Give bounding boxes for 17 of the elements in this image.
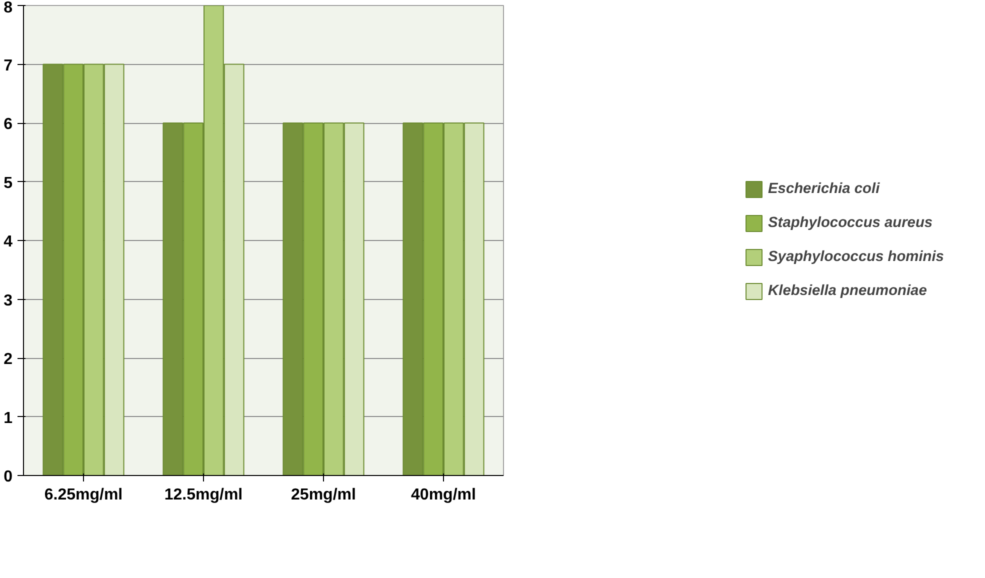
y-tick-label: 4 (4, 234, 13, 250)
x-tick-label: 40mg/ml (411, 486, 476, 504)
legend-label: Klebsiella pneumoniae (768, 283, 927, 299)
y-tick-label: 7 (4, 57, 13, 74)
y-tick-label: 6 (4, 116, 13, 133)
legend-label: Staphylococcus aureus (768, 215, 933, 231)
x-tick-label: 6.25mg/ml (44, 486, 123, 504)
legend-label: Syaphylococcus hominis (768, 249, 944, 265)
y-tick-label: 3 (4, 292, 13, 310)
y-tick-label: 5 (4, 174, 13, 192)
y-tick-label: 1 (4, 410, 13, 427)
x-tick-label: 12.5mg/ml (164, 486, 243, 504)
legend-label: Escherichia coli (768, 181, 880, 197)
x-tick-label: 25mg/ml (291, 486, 356, 504)
y-tick-label: 2 (4, 351, 13, 368)
y-tick-label: 8 (4, 0, 13, 16)
y-tick-label: 0 (4, 468, 13, 486)
